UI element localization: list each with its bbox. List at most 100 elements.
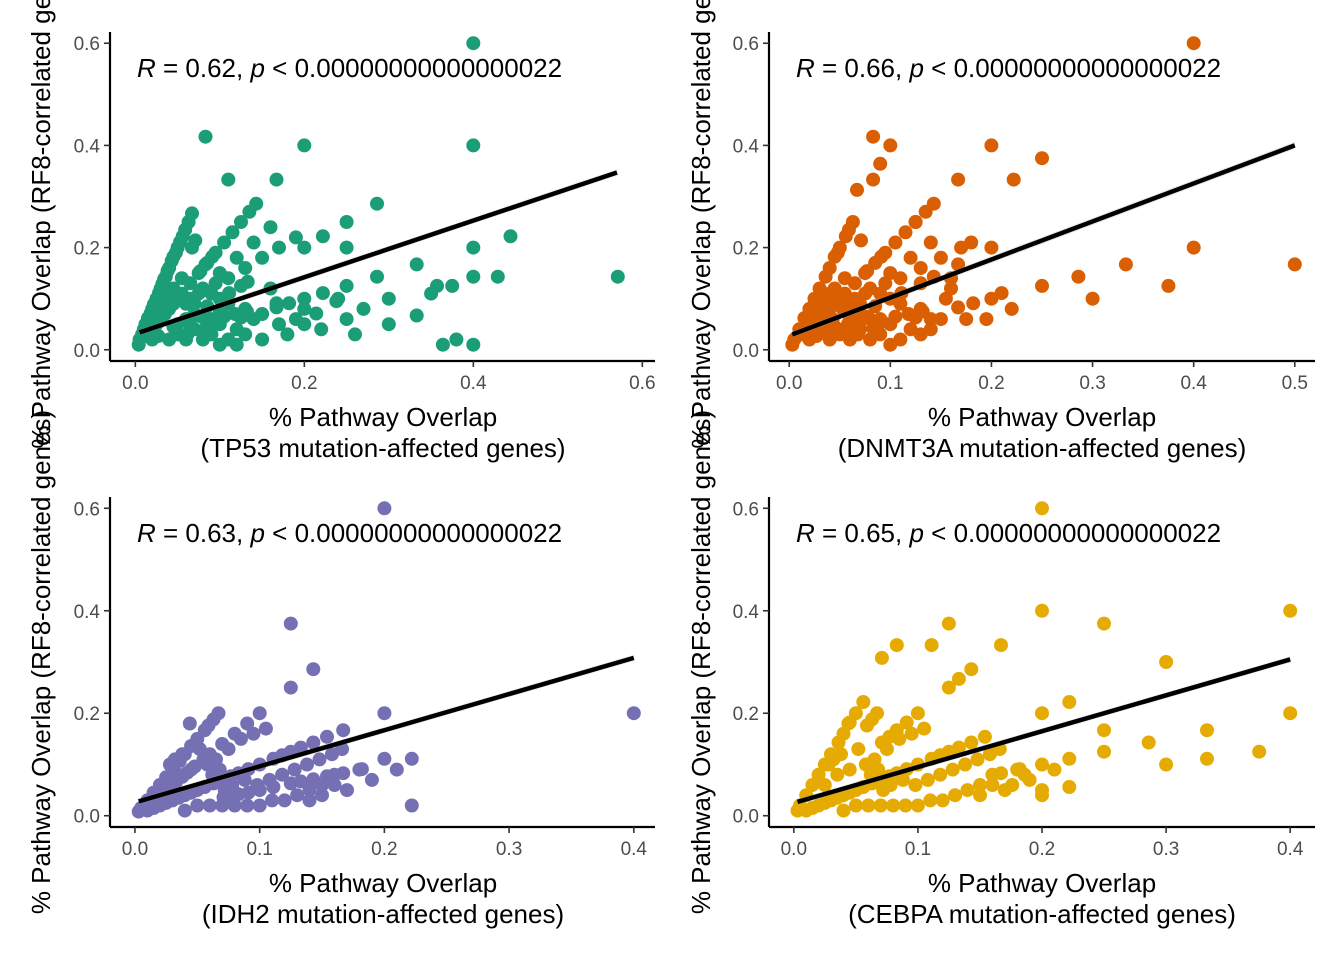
data-point <box>804 312 819 327</box>
data-point <box>356 301 371 316</box>
data-point <box>850 182 864 197</box>
data-point <box>424 286 439 301</box>
data-point <box>288 230 303 245</box>
data-point <box>858 266 873 281</box>
x-axis-subtitle: (IDH2 mutation-affected genes) <box>202 899 564 929</box>
x-tick-label: 0.3 <box>496 839 522 860</box>
panel-4: 0.0 0.2 0.4 0.6 0.0 0.1 0.2 0.3 0.4 % Pathway Ove… <box>686 410 1315 929</box>
data-point <box>1035 603 1049 618</box>
data-point <box>283 680 298 695</box>
data-point <box>377 501 392 516</box>
data-point <box>312 752 327 767</box>
data-point <box>151 329 166 343</box>
data-point <box>1035 501 1049 516</box>
data-point <box>1005 778 1020 792</box>
data-point <box>1118 257 1133 272</box>
data-point <box>240 716 255 731</box>
data-point <box>221 271 236 286</box>
data-point <box>162 332 177 347</box>
data-point <box>381 291 396 306</box>
x-axis-title: % Pathway Overlap <box>269 402 497 432</box>
y-tick-label: 0.2 <box>733 239 759 260</box>
data-point <box>185 240 199 255</box>
data-point <box>190 798 205 813</box>
data-point <box>841 716 856 731</box>
y-tick-label: 0.4 <box>733 136 760 157</box>
data-point <box>1200 751 1214 766</box>
points-group <box>790 501 1298 818</box>
x-axis-title: % Pathway Overlap <box>269 868 497 898</box>
data-point <box>1252 744 1267 759</box>
data-point <box>229 250 244 265</box>
data-point <box>265 793 280 808</box>
regression-line <box>138 170 618 335</box>
data-point <box>920 772 935 787</box>
data-point <box>404 751 419 766</box>
data-point <box>234 278 248 293</box>
data-point <box>935 793 950 808</box>
data-point <box>964 235 979 250</box>
y-axis-title: % Pathway Overlap (RF8-correlated genes) <box>26 0 56 449</box>
data-point <box>217 309 232 324</box>
data-point <box>1097 744 1111 759</box>
data-point <box>918 204 933 219</box>
data-point <box>202 798 217 813</box>
data-point <box>1283 603 1298 618</box>
data-point <box>237 772 252 787</box>
data-point <box>860 718 874 733</box>
data-point <box>306 662 321 677</box>
x-axis-subtitle: (TP53 mutation-affected genes) <box>200 433 565 463</box>
data-point <box>908 215 923 229</box>
data-point <box>297 138 312 153</box>
data-point <box>212 337 227 352</box>
data-point <box>626 706 641 721</box>
y-tick-label: 0.2 <box>74 704 100 725</box>
data-point <box>377 751 392 766</box>
data-point <box>817 778 832 792</box>
data-point <box>255 250 270 265</box>
data-point <box>966 296 981 311</box>
x-tick-label: 0.4 <box>1180 373 1207 394</box>
data-point <box>933 250 948 265</box>
data-point <box>970 752 985 767</box>
data-point <box>191 266 206 281</box>
x-tick-label: 0.2 <box>291 373 317 394</box>
data-point <box>277 793 292 808</box>
data-point <box>1161 278 1176 293</box>
data-point <box>258 721 273 736</box>
data-point <box>242 204 257 219</box>
data-point <box>315 229 330 244</box>
data-point <box>262 772 277 787</box>
data-point <box>466 138 481 153</box>
data-point <box>320 729 334 744</box>
data-point <box>159 778 174 792</box>
data-point <box>227 798 242 813</box>
data-point <box>272 240 286 255</box>
data-point <box>175 747 190 762</box>
data-point <box>409 308 424 323</box>
data-point <box>340 783 354 798</box>
data-point <box>923 235 938 250</box>
data-point <box>896 772 910 787</box>
data-point <box>1062 751 1077 766</box>
data-point <box>973 778 987 792</box>
x-tick-label: 0.2 <box>1029 839 1055 860</box>
y-tick-label: 0.4 <box>733 602 760 623</box>
data-point <box>327 767 342 782</box>
x-tick-label: 0.0 <box>776 373 802 394</box>
data-point <box>252 706 267 721</box>
data-point <box>822 286 837 301</box>
data-point <box>171 767 186 782</box>
data-point <box>842 762 857 777</box>
data-point <box>288 312 303 327</box>
data-point <box>297 301 312 316</box>
data-point <box>252 798 267 813</box>
points-group <box>785 36 1302 352</box>
data-point <box>339 278 354 293</box>
data-point <box>183 317 198 332</box>
data-point <box>908 778 923 792</box>
y-tick-label: 0.0 <box>74 341 100 362</box>
data-point <box>898 225 913 240</box>
data-point <box>888 309 903 324</box>
data-point <box>184 762 199 777</box>
